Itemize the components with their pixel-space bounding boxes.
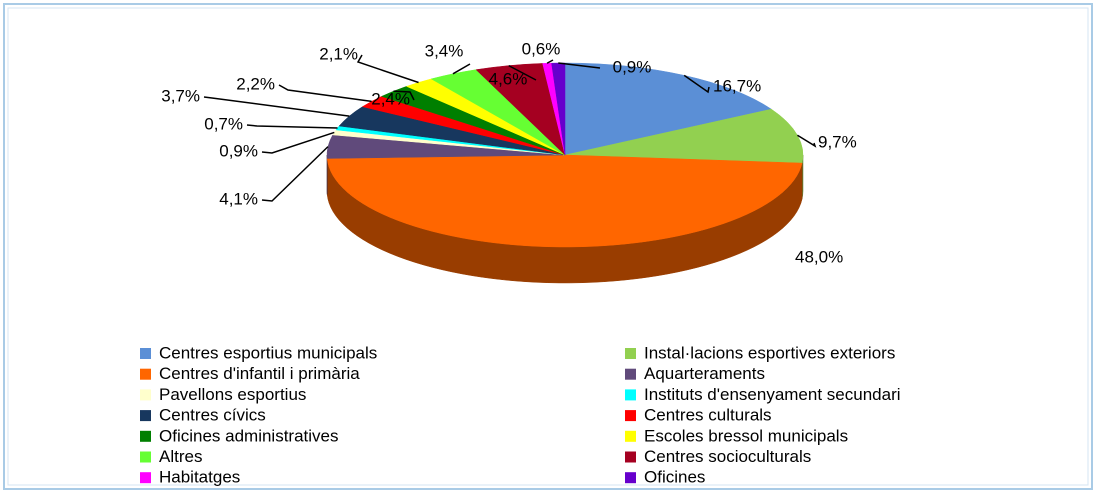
data-label: 0,9% xyxy=(219,141,258,160)
legend-swatch xyxy=(625,348,636,359)
leader-line xyxy=(356,54,419,84)
data-label: 0,6% xyxy=(522,39,561,58)
leader-line xyxy=(261,146,329,202)
legend-swatch xyxy=(625,451,636,463)
legend-label: Centres d'infantil i primària xyxy=(159,364,360,383)
leader-line xyxy=(278,84,372,103)
leader-line xyxy=(558,62,601,69)
legend-swatch xyxy=(625,368,636,380)
legend-label: Centres culturals xyxy=(644,406,772,425)
legend-swatch xyxy=(140,451,151,463)
legend-label: Instal·lacions esportives exteriors xyxy=(644,343,895,362)
data-label: 9,7% xyxy=(818,132,857,151)
frame xyxy=(3,3,1093,490)
slice xyxy=(326,154,803,248)
legend-swatch xyxy=(140,348,151,359)
leader-line xyxy=(261,131,335,154)
legend-swatch xyxy=(625,430,636,442)
data-label: 2,2% xyxy=(236,74,275,93)
legend-swatch xyxy=(140,472,151,484)
legend-swatch xyxy=(625,410,636,422)
leader-line xyxy=(797,134,817,148)
data-label: 48,0% xyxy=(795,247,843,266)
leader-line xyxy=(246,124,338,129)
legend-label: Aquarteraments xyxy=(644,364,765,383)
data-label: 4,6% xyxy=(489,69,528,88)
leader-line xyxy=(546,59,554,64)
leader-line xyxy=(393,90,415,101)
legend-swatch xyxy=(625,472,636,484)
legend-label: Oficines administratives xyxy=(159,426,339,445)
data-label: 4,1% xyxy=(219,189,258,208)
legend-swatch xyxy=(140,410,151,422)
slice xyxy=(564,108,804,164)
data-label: 3,7% xyxy=(161,86,200,105)
legend-label: Centres esportius municipals xyxy=(159,343,377,362)
data-label: 2,1% xyxy=(319,44,358,63)
legend-label: Centres cívics xyxy=(159,406,266,425)
leader-line xyxy=(203,96,350,117)
data-label: 3,4% xyxy=(425,41,464,60)
legend-label: Instituts d'ensenyament secundari xyxy=(644,385,901,404)
legend-swatch xyxy=(140,389,151,401)
data-label: 0,7% xyxy=(204,114,243,133)
leader-line xyxy=(508,64,537,81)
leader-line xyxy=(683,74,710,94)
legend-label: Pavellons esportius xyxy=(159,385,306,404)
legend-label: Oficines xyxy=(644,468,705,487)
leader-line xyxy=(452,63,471,75)
data-label: 2,4% xyxy=(371,89,410,108)
legend-label: Habitatges xyxy=(159,468,240,487)
data-label: 16,7% xyxy=(713,76,761,95)
legend-swatch xyxy=(625,389,636,401)
data-label: 0,9% xyxy=(613,57,652,76)
legend-label: Escoles bressol municipals xyxy=(644,426,848,445)
legend-label: Altres xyxy=(159,447,202,466)
legend-label: Centres socioculturals xyxy=(644,447,811,466)
frame-inner xyxy=(7,7,1089,486)
legend-swatch xyxy=(140,430,151,442)
legend-swatch xyxy=(140,368,151,380)
